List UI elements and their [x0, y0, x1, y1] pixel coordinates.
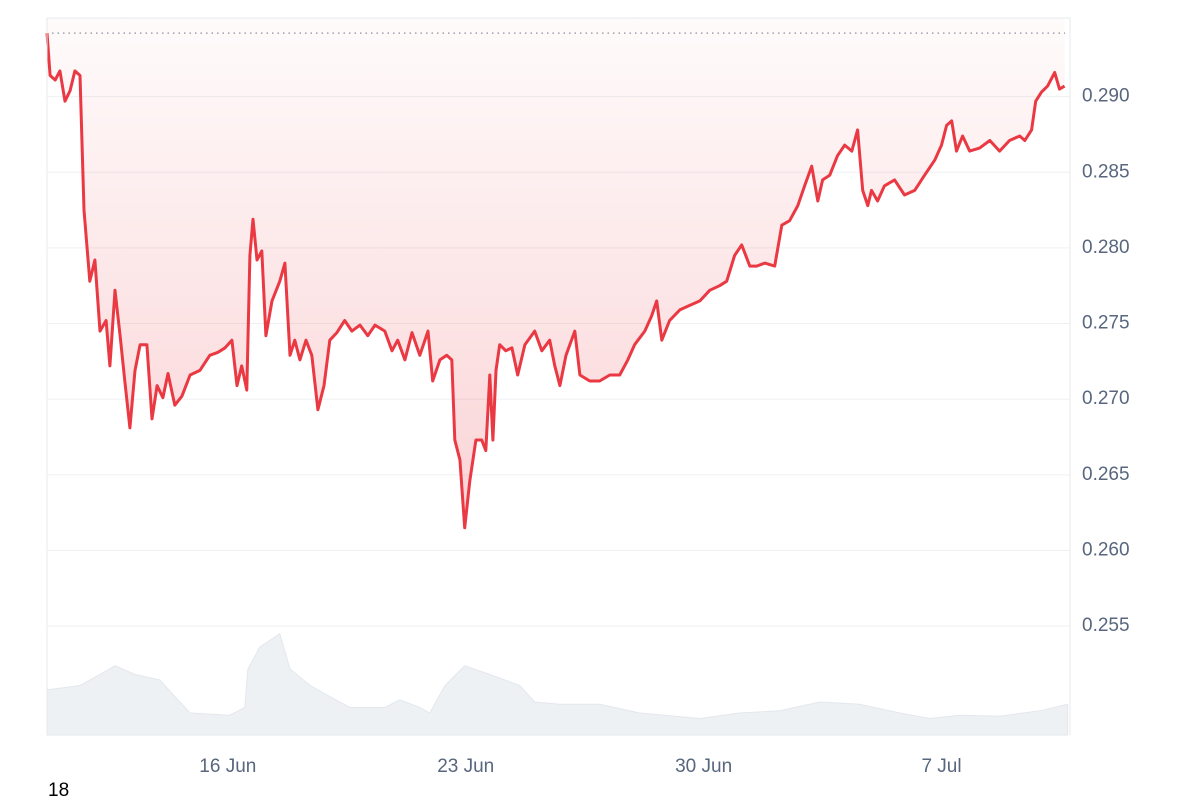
y-tick-label: 0.260: [1082, 539, 1130, 560]
y-tick-label: 0.265: [1082, 464, 1130, 485]
x-tick-label: 23 Jun: [437, 756, 494, 777]
x-tick-label: 30 Jun: [675, 756, 732, 777]
y-tick-label: 0.255: [1082, 615, 1130, 636]
y-tick-label: 0.285: [1082, 161, 1130, 182]
x-tick-label: 16 Jun: [199, 756, 256, 777]
y-tick-label: 0.280: [1082, 237, 1130, 258]
y-tick-label: 0.275: [1082, 313, 1130, 334]
x-tick-label: 7 Jul: [921, 756, 961, 777]
y-tick-label: 0.290: [1082, 86, 1130, 107]
footer-text: 18: [48, 780, 69, 800]
volume-area: [46, 633, 1069, 736]
price-line: [45, 32, 1066, 530]
y-tick-label: 0.270: [1082, 388, 1130, 409]
price-area: [47, 18, 1065, 528]
